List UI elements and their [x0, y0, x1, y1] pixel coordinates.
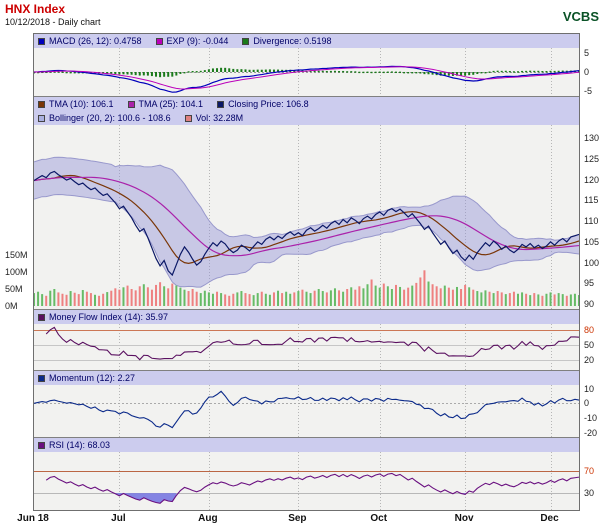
mfi-panel: Money Flow Index (14): 35.97 80 50 20	[34, 309, 594, 370]
momentum-panel: Momentum (12): 2.27 10 0 -10 -20	[34, 370, 597, 438]
macd-legend: MACD (26, 12): 0.4758 EXP (9): -0.044 Dive…	[34, 34, 579, 48]
x-tick-label: Oct	[370, 513, 388, 524]
macd-chart-canvas[interactable]	[34, 48, 579, 96]
legend-label: Momentum (12): 2.27	[49, 373, 136, 383]
x-tick-label: Aug	[198, 513, 218, 524]
y-tick-label: 105	[584, 236, 600, 247]
legend-item: TMA (10): 106.1	[38, 97, 114, 111]
y-tick-label: -5	[584, 86, 593, 97]
legend-swatch-icon	[155, 37, 163, 45]
y-tick-label: 70	[584, 465, 595, 476]
legend-swatch-icon	[217, 100, 225, 108]
legend-label: RSI (14): 68.03	[49, 440, 111, 450]
legend-label: Closing Price: 106.8	[228, 99, 309, 109]
y-tick-label: 50	[584, 340, 595, 350]
x-tick-label: Jul	[111, 513, 126, 524]
price-legend-row2: Bollinger (20, 2): 100.6 - 108.6 Vol: 32.…	[34, 111, 579, 125]
momentum-plot[interactable]: 10 0 -10 -20	[34, 384, 597, 438]
legend-item: RSI (14): 68.03	[38, 438, 110, 452]
legend-item: Momentum (12): 2.27	[38, 371, 135, 385]
legend-item: EXP (9): -0.044	[155, 34, 229, 48]
mfi-plot[interactable]: 80 50 20	[34, 324, 594, 370]
y-tick-label: 100	[584, 257, 600, 268]
rsi-plot[interactable]: 70 30	[34, 452, 594, 510]
y-tick-label: 30	[584, 488, 595, 499]
y-tick-label: 90	[584, 299, 595, 310]
y-tick-label: 130	[584, 133, 600, 144]
volume-tick-label: 150M	[5, 250, 28, 260]
legend-item: Bollinger (20, 2): 100.6 - 108.6	[38, 111, 171, 125]
y-tick-label: 5	[584, 47, 590, 58]
volume-y-axis: 150M 100M 50M 0M	[2, 125, 34, 311]
y-tick-label: 110	[584, 216, 599, 227]
legend-item: Divergence: 0.5198	[242, 34, 331, 48]
y-tick-label: -20	[584, 427, 598, 438]
volume-tick-label: 0M	[5, 301, 18, 311]
chart-frame: MACD (26, 12): 0.4758 EXP (9): -0.044 Dive…	[5, 33, 599, 511]
macd-panel: MACD (26, 12): 0.4758 EXP (9): -0.044 Dive…	[34, 34, 592, 96]
legend-item: MACD (26, 12): 0.4758	[38, 34, 142, 48]
legend-label: Vol: 32.28M	[195, 113, 244, 123]
y-tick-label: 10	[584, 383, 595, 394]
page-title: HNX Index	[5, 2, 66, 16]
legend-swatch-icon	[127, 100, 135, 108]
price-panel: TMA (10): 106.1 TMA (25): 104.1 Closing Pr…	[5, 96, 599, 311]
volume-tick-label: 100M	[5, 267, 28, 277]
momentum-y-axis: 10 0 -10 -20	[579, 383, 605, 438]
legend-label: MACD (26, 12): 0.4758	[49, 36, 142, 46]
legend-swatch-icon	[38, 313, 45, 321]
legend-item: Closing Price: 106.8	[217, 97, 309, 111]
y-tick-label: 115	[584, 195, 599, 206]
legend-label: Money Flow Index (14): 35.97	[49, 312, 169, 322]
y-tick-label: 20	[584, 355, 595, 365]
legend-label: Divergence: 0.5198	[253, 36, 332, 46]
legend-label: TMA (10): 106.1	[49, 99, 114, 109]
rsi-legend: RSI (14): 68.03	[34, 438, 579, 452]
chart-subtitle: 10/12/2018 - Daily chart	[5, 17, 101, 27]
y-tick-label: 80	[584, 325, 595, 335]
legend-item: Vol: 32.28M	[184, 111, 244, 125]
macd-y-axis: 5 0 -5	[579, 47, 605, 97]
x-axis: Jun 18 Jul Aug Sep Oct Nov Dec	[17, 511, 579, 528]
legend-label: TMA (25): 104.1	[138, 99, 204, 109]
legend-swatch-icon	[242, 37, 250, 45]
brand-logo: VCBS	[562, 9, 599, 24]
legend-swatch-icon	[38, 114, 45, 122]
y-tick-label: 0	[584, 398, 590, 409]
y-tick-label: 95	[584, 278, 595, 289]
mfi-chart-canvas[interactable]	[34, 324, 579, 370]
momentum-legend: Momentum (12): 2.27	[34, 371, 579, 385]
rsi-panel: RSI (14): 68.03 70 30	[34, 437, 594, 510]
price-y-axis: 130 125 120 115 110 105 100 95 90	[579, 125, 605, 309]
legend-label: EXP (9): -0.044	[166, 36, 229, 46]
price-legend-row1: TMA (10): 106.1 TMA (25): 104.1 Closing Pr…	[34, 97, 579, 111]
y-tick-label: -10	[584, 412, 598, 423]
price-chart-canvas[interactable]	[34, 125, 579, 309]
legend-swatch-icon	[38, 374, 45, 382]
y-tick-label: 125	[584, 153, 600, 164]
legend-swatch-icon	[38, 100, 45, 108]
x-tick-label: Dec	[540, 513, 559, 524]
mfi-legend: Money Flow Index (14): 35.97	[34, 310, 579, 324]
legend-label: Bollinger (20, 2): 100.6 - 108.6	[49, 113, 171, 123]
y-tick-label: 120	[584, 174, 600, 185]
legend-swatch-icon	[184, 114, 192, 122]
macd-plot[interactable]: 5 0 -5	[34, 48, 592, 96]
x-tick-label: Nov	[454, 513, 474, 524]
mfi-y-axis: 80 50 20	[579, 324, 605, 370]
x-tick-label: Jun 18	[17, 513, 49, 524]
momentum-chart-canvas[interactable]	[34, 385, 579, 437]
rsi-chart-canvas[interactable]	[34, 452, 579, 510]
price-plot[interactable]: 130 125 120 115 110 105 100 95 90 150M 100M 50M 0M	[5, 125, 599, 311]
x-tick-label: Sep	[288, 513, 307, 524]
legend-item: Money Flow Index (14): 35.97	[38, 310, 168, 324]
volume-tick-label: 50M	[5, 284, 23, 294]
legend-swatch-icon	[38, 37, 45, 45]
legend-item: TMA (25): 104.1	[127, 97, 204, 111]
y-tick-label: 0	[584, 67, 590, 77]
rsi-y-axis: 70 30	[579, 452, 605, 510]
legend-swatch-icon	[38, 441, 45, 449]
